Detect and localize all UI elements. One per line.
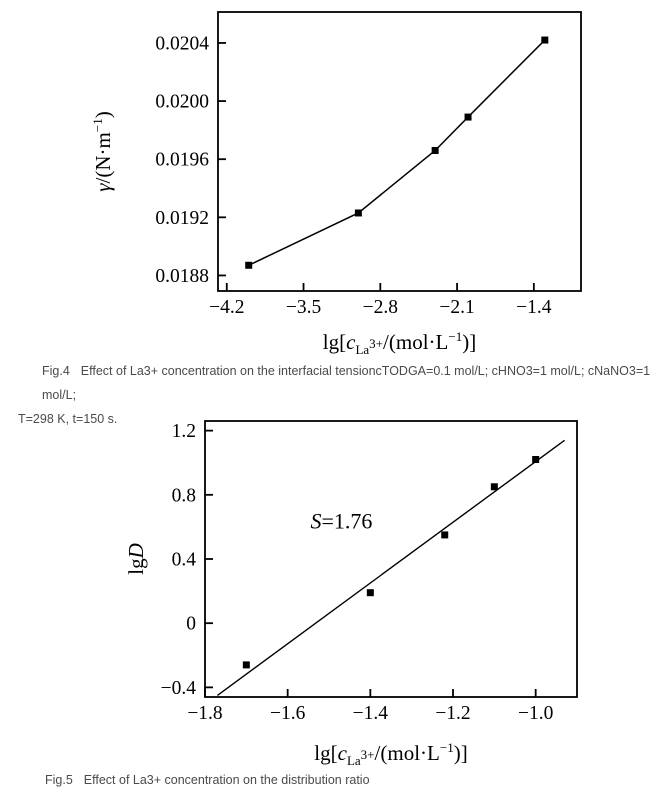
y-axis-label: lgD bbox=[124, 543, 148, 575]
x-tick-label: −1.6 bbox=[270, 703, 306, 724]
y-tick-label: 0.0196 bbox=[155, 150, 209, 171]
fig4-plot-frame bbox=[217, 11, 582, 292]
data-point bbox=[431, 146, 439, 154]
x-tick-label: −1.4 bbox=[516, 297, 552, 318]
y-axis-label: γ/(N·m−1) bbox=[90, 111, 115, 191]
fig5-caption: Fig.5 Effect of La3+ concentration on the… bbox=[45, 768, 645, 792]
y-tick-label: 0.8 bbox=[172, 485, 196, 506]
y-tick-label: 0 bbox=[186, 614, 196, 635]
fig5-plot-frame bbox=[204, 420, 578, 698]
fig4-caption-label: Fig.4 bbox=[42, 364, 70, 378]
y-tick-label: 0.0204 bbox=[155, 33, 209, 54]
fig4-caption-line2: T=298 K, t=150 s. bbox=[18, 412, 118, 426]
x-tick-label: −1.8 bbox=[187, 703, 222, 724]
fig5-caption-text: Effect of La3+ concentration on the dist… bbox=[83, 773, 370, 787]
fig4-caption: Fig.4 Effect of La3+ concentration on the… bbox=[18, 359, 666, 431]
x-axis-label: lg[cLa3+/(mol·L−1)] bbox=[323, 329, 476, 357]
y-tick-label: 1.2 bbox=[172, 421, 196, 442]
x-axis-label: lg[cLa3+/(mol·L−1)] bbox=[314, 740, 467, 768]
data-point bbox=[490, 483, 498, 491]
data-point bbox=[245, 261, 253, 269]
data-point bbox=[541, 36, 549, 44]
fig4-chart: −4.2 −3.5 −2.8 −2.1 −1.4 0.0188 0.0192 0.0196 0.… bbox=[90, 11, 582, 357]
data-point bbox=[441, 531, 449, 539]
x-tick-label: −4.2 bbox=[209, 297, 244, 318]
fig5-caption-label: Fig.5 bbox=[45, 773, 73, 787]
y-tick-label: 0.0188 bbox=[155, 266, 209, 287]
x-tick-label: −1.0 bbox=[518, 703, 553, 724]
data-point bbox=[464, 113, 472, 121]
data-point bbox=[366, 589, 374, 597]
fig5-chart: −1.8 −1.6 −1.4 −1.2 −1.0 −0.4 0 0.4 0.8 1.2 S=1.76… bbox=[124, 420, 578, 768]
y-tick-label: 0.0192 bbox=[155, 208, 209, 229]
data-point bbox=[532, 456, 540, 464]
data-point bbox=[354, 209, 362, 217]
x-tick-label: −3.5 bbox=[286, 297, 321, 318]
x-tick-label: −1.2 bbox=[435, 703, 470, 724]
y-tick-label: 0.0200 bbox=[155, 92, 209, 113]
data-line bbox=[248, 39, 546, 266]
fit-line bbox=[216, 439, 566, 696]
y-tick-label: 0.4 bbox=[172, 550, 197, 571]
x-tick-label: −2.8 bbox=[363, 297, 398, 318]
y-tick-label: −0.4 bbox=[161, 678, 197, 699]
data-point bbox=[242, 661, 250, 669]
x-tick-label: −1.4 bbox=[353, 703, 389, 724]
x-tick-label: −2.1 bbox=[439, 297, 474, 318]
slope-annotation: S=1.76 bbox=[310, 509, 372, 534]
fig4-caption-line1: Fig.4 Effect of La3+ concentration on the… bbox=[42, 359, 666, 407]
fig4-caption-text: Effect of La3+ concentration on the inte… bbox=[42, 364, 651, 402]
